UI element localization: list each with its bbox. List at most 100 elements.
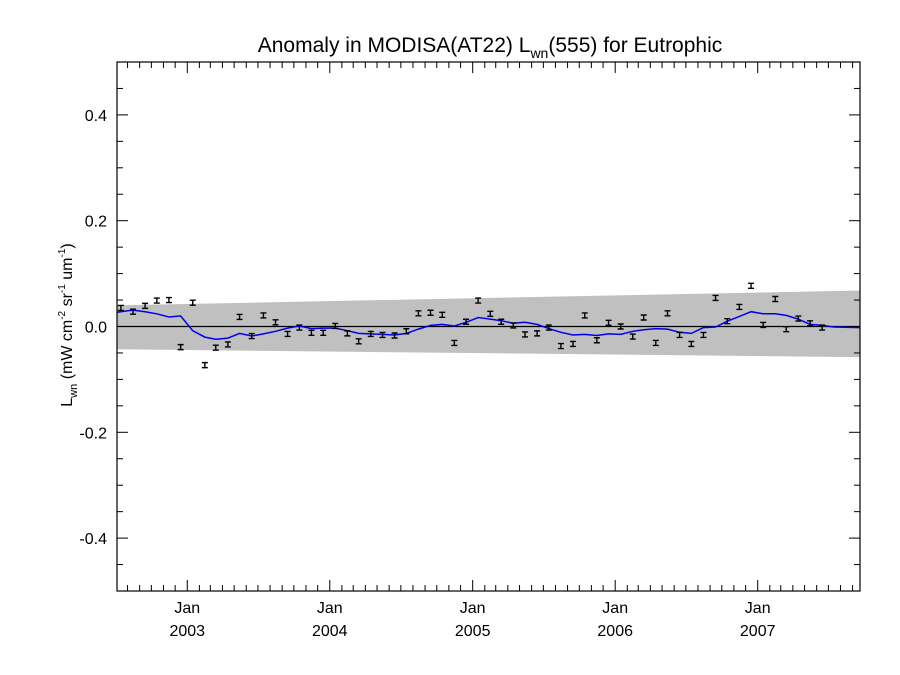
x-tick-label-year: 2006 xyxy=(597,623,633,640)
anomaly-point xyxy=(783,325,790,333)
anomaly-point xyxy=(177,343,184,351)
anomaly-errorbar xyxy=(308,329,315,337)
anomaly-errorbar xyxy=(807,320,814,327)
anomaly-point xyxy=(724,318,731,325)
anomaly-point xyxy=(415,310,422,317)
anomaly-errorbar xyxy=(320,329,327,337)
anomaly-point xyxy=(117,304,124,312)
anomaly-point xyxy=(463,318,470,325)
y-axis-label-units-d: ) xyxy=(59,243,76,248)
anomaly-errorbar xyxy=(676,331,683,339)
anomaly-errorbar xyxy=(224,341,231,348)
anomaly-point xyxy=(688,340,695,348)
anomaly-errorbar xyxy=(570,340,577,348)
smoothed-anomaly-line xyxy=(117,309,860,340)
anomaly-point xyxy=(451,339,458,347)
anomaly-point xyxy=(320,329,327,337)
y-tick-label: 0.0 xyxy=(85,320,107,337)
chart-title-tail: (555) for Eutrophic xyxy=(548,34,722,57)
anomaly-errorbar xyxy=(593,337,600,344)
x-tick-label-year: 2004 xyxy=(312,623,348,640)
anomaly-point xyxy=(391,332,398,339)
anomaly-point xyxy=(439,311,446,319)
anomaly-errorbar xyxy=(522,331,529,338)
anomaly-point xyxy=(296,324,303,331)
anomaly-errorbar xyxy=(463,318,470,325)
anomaly-point xyxy=(260,312,267,319)
anomaly-point xyxy=(487,310,494,318)
anomaly-errorbar xyxy=(640,314,647,321)
anomaly-point xyxy=(224,341,231,348)
anomaly-errorbar xyxy=(367,330,374,338)
chart-title: Anomaly in MODISA(AT22) Lwn(555) for Eut… xyxy=(258,34,723,61)
y-axis-label-units-a: (mW cm xyxy=(59,320,76,384)
anomaly-point xyxy=(807,320,814,327)
anomaly-point xyxy=(308,329,315,337)
anomaly-errorbar xyxy=(189,299,196,306)
anomaly-point xyxy=(557,342,564,350)
uncertainty-band xyxy=(117,290,860,358)
y-tick-label: 0.4 xyxy=(85,108,107,125)
anomaly-errorbar xyxy=(545,324,552,331)
y-axis-label-superscript-2: -1 xyxy=(57,284,68,293)
anomaly-errorbar xyxy=(403,328,410,335)
anomaly-point xyxy=(379,331,386,339)
anomaly-errorbar xyxy=(760,321,767,329)
anomaly-point xyxy=(475,297,482,304)
x-tick-label-year: 2005 xyxy=(455,623,491,640)
anomaly-point xyxy=(284,330,291,338)
anomaly-errorbar xyxy=(355,338,362,345)
anomaly-point xyxy=(545,324,552,331)
anomaly-errorbar xyxy=(688,340,695,348)
anomaly-errorbar xyxy=(130,308,137,315)
anomaly-point xyxy=(498,318,505,325)
anomaly-point xyxy=(212,344,219,351)
anomaly-point xyxy=(367,330,374,338)
anomaly-errorbar xyxy=(177,343,184,351)
anomaly-point xyxy=(760,321,767,329)
anomaly-point xyxy=(534,330,541,337)
anomaly-errorbar xyxy=(652,339,659,347)
y-axis-label-superscript-3: -1 xyxy=(57,248,68,257)
anomaly-errorbar xyxy=(819,324,826,331)
anomaly-errorbar xyxy=(142,302,149,310)
anomaly-errorbar xyxy=(165,296,172,304)
anomaly-point xyxy=(130,308,137,315)
anomaly-point xyxy=(355,338,362,345)
anomaly-errorbar xyxy=(344,330,351,337)
anomaly-errorbar xyxy=(629,333,636,340)
anomaly-point xyxy=(736,303,743,311)
anomaly-point xyxy=(640,314,647,321)
anomaly-errorbar xyxy=(427,309,434,316)
anomaly-errorbar xyxy=(212,344,219,351)
anomaly-errorbar xyxy=(487,310,494,318)
anomaly-point xyxy=(142,302,149,310)
anomaly-errorbar xyxy=(581,312,588,319)
y-axis-label-superscript-1: -2 xyxy=(57,310,68,319)
anomaly-point xyxy=(700,331,707,339)
anomaly-point xyxy=(332,322,339,330)
y-tick-label: 0.2 xyxy=(85,214,107,231)
x-tick-label-month: Jan xyxy=(317,600,343,617)
chart-title-main: Anomaly in MODISA(AT22) L xyxy=(258,34,531,57)
x-ticks xyxy=(127,62,854,591)
anomaly-point xyxy=(165,296,172,304)
x-tick-label-month: Jan xyxy=(745,600,771,617)
y-axis-label: Lwn (mW cm-2 sr-1 um-1) xyxy=(57,243,80,406)
anomaly-errorbar xyxy=(712,294,719,302)
anomaly-errorbar xyxy=(736,303,743,311)
chart-title-subscript: wn xyxy=(529,45,548,61)
anomaly-point xyxy=(593,337,600,344)
anomaly-errorbar xyxy=(617,323,624,330)
anomaly-point xyxy=(617,323,624,330)
anomaly-errorbar xyxy=(498,318,505,325)
anomaly-point xyxy=(522,331,529,338)
anomaly-errorbar xyxy=(439,311,446,319)
anomaly-point xyxy=(664,310,671,317)
anomaly-errorbar xyxy=(272,319,279,326)
anomaly-point xyxy=(272,319,279,326)
anomaly-errorbar xyxy=(415,310,422,317)
anomaly-point xyxy=(795,315,802,322)
y-axis-label-main: L xyxy=(59,398,76,407)
